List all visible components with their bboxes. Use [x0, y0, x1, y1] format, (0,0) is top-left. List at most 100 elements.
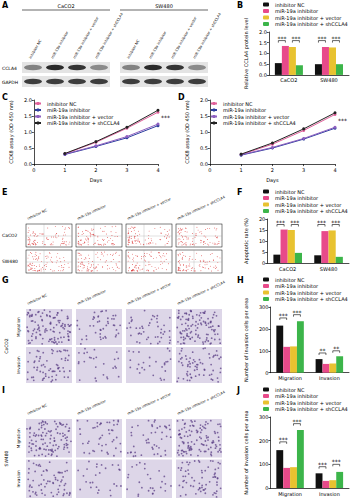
svg-text:Invasion: Invasion — [16, 470, 21, 488]
svg-text:***: *** — [161, 114, 170, 121]
svg-text:***: *** — [279, 312, 288, 319]
svg-text:inhibitor NC: inhibitor NC — [47, 101, 77, 107]
svg-text:SW480: SW480 — [155, 3, 173, 9]
svg-text:200: 200 — [259, 326, 269, 332]
svg-text:G: G — [2, 276, 9, 285]
svg-text:2.0: 2.0 — [259, 29, 267, 35]
svg-text:1.0: 1.0 — [259, 50, 267, 56]
svg-text:GAPDH: GAPDH — [2, 80, 18, 85]
svg-text:H: H — [237, 276, 244, 285]
svg-text:0: 0 — [265, 370, 268, 376]
svg-text:***: *** — [318, 461, 327, 468]
svg-text:0.5: 0.5 — [200, 145, 208, 151]
svg-text:inhibitor NC: inhibitor NC — [27, 208, 48, 221]
svg-text:Number of invasion cells per a: Number of invasion cells per area — [243, 298, 250, 382]
svg-text:miR-19a inhibitor: miR-19a inhibitor — [275, 8, 319, 14]
svg-text:inhibitor NC: inhibitor NC — [28, 39, 42, 60]
svg-text:miR-19a inhibitor + vector: miR-19a inhibitor + vector — [47, 114, 114, 120]
svg-text:CaCO2: CaCO2 — [4, 338, 9, 354]
svg-text:miR-19a inhibitor + vector: miR-19a inhibitor + vector — [275, 15, 342, 21]
svg-text:miR-19a inhibitor + vector: miR-19a inhibitor + vector — [127, 197, 172, 221]
svg-text:**: ** — [333, 345, 339, 352]
svg-text:Migration: Migration — [278, 491, 302, 498]
svg-text:I: I — [2, 386, 5, 395]
svg-text:miR-19a inhibitor + shCCLA4: miR-19a inhibitor + shCCLA4 — [177, 195, 227, 221]
svg-text:300: 300 — [259, 304, 269, 310]
svg-text:***: *** — [331, 219, 340, 226]
svg-text:miR-19a inhibitor: miR-19a inhibitor — [50, 30, 69, 59]
svg-text:miR-19a inhibitor + shCCLA4: miR-19a inhibitor + shCCLA4 — [275, 406, 348, 412]
svg-text:CaCO2: CaCO2 — [280, 77, 297, 83]
svg-text:A: A — [2, 1, 9, 10]
svg-text:2.0: 2.0 — [24, 97, 32, 103]
svg-text:Days: Days — [90, 177, 103, 184]
svg-text:miR-19a inhibitor + shCCLA4: miR-19a inhibitor + shCCLA4 — [275, 21, 348, 27]
svg-text:inhibitor NC: inhibitor NC — [223, 101, 253, 107]
svg-text:Number of invasion cells per a: Number of invasion cells per area — [243, 410, 250, 494]
svg-text:3: 3 — [302, 167, 305, 173]
svg-text:20: 20 — [259, 216, 265, 222]
svg-text:Invasion: Invasion — [16, 356, 21, 374]
svg-text:Invasion: Invasion — [319, 491, 340, 497]
svg-text:CCK8 assay (OD 450 nm): CCK8 assay (OD 450 nm) — [184, 100, 191, 163]
svg-text:D: D — [178, 93, 185, 102]
svg-text:miR-19a inhibitor + shCCLA4: miR-19a inhibitor + shCCLA4 — [177, 390, 227, 416]
svg-text:Migration: Migration — [278, 375, 302, 382]
svg-text:0.5: 0.5 — [259, 61, 267, 67]
svg-text:0.5: 0.5 — [24, 145, 32, 151]
svg-text:inhibitor NC: inhibitor NC — [275, 277, 305, 283]
svg-text:1: 1 — [63, 167, 66, 173]
svg-text:***: *** — [332, 458, 341, 465]
svg-text:200: 200 — [259, 438, 269, 444]
svg-text:0.0: 0.0 — [24, 161, 32, 167]
svg-text:Migration: Migration — [16, 317, 21, 337]
svg-text:0: 0 — [208, 167, 211, 173]
svg-text:2.0: 2.0 — [200, 97, 208, 103]
svg-text:miR-19a inhibitor + vector: miR-19a inhibitor + vector — [223, 114, 290, 120]
svg-text:Migration: Migration — [16, 428, 21, 448]
svg-text:1.5: 1.5 — [200, 113, 208, 119]
svg-text:inhibitor NC: inhibitor NC — [275, 387, 305, 393]
svg-text:4: 4 — [156, 167, 159, 173]
svg-text:100: 100 — [259, 461, 269, 467]
svg-text:inhibitor NC: inhibitor NC — [275, 2, 305, 8]
svg-text:***: *** — [292, 309, 301, 316]
svg-text:miR-19a inhibitor + shCCLA4: miR-19a inhibitor + shCCLA4 — [275, 208, 348, 214]
svg-text:1.0: 1.0 — [24, 129, 32, 135]
svg-text:miR-19a inhibitor: miR-19a inhibitor — [148, 30, 167, 59]
svg-text:4: 4 — [333, 167, 336, 173]
svg-text:***: *** — [276, 219, 285, 226]
svg-text:miR-19a inhibitor + vector: miR-19a inhibitor + vector — [127, 392, 172, 416]
svg-text:miR-19a inhibitor + shCCLA4: miR-19a inhibitor + shCCLA4 — [275, 296, 348, 302]
svg-text:miR-19a inhibitor: miR-19a inhibitor — [275, 283, 319, 289]
svg-text:***: *** — [279, 436, 288, 443]
svg-text:0: 0 — [265, 485, 268, 491]
svg-text:miR-19a inhibitor + shCCLA4: miR-19a inhibitor + shCCLA4 — [223, 120, 296, 126]
svg-text:miR-19a inhibitor: miR-19a inhibitor — [275, 195, 319, 201]
svg-text:miR-19a inhibitor: miR-19a inhibitor — [77, 289, 107, 306]
svg-text:miR-19a inhibitor + vector: miR-19a inhibitor + vector — [170, 16, 198, 60]
svg-text:CCLA4: CCLA4 — [2, 66, 17, 71]
svg-text:F: F — [237, 188, 242, 197]
svg-text:miR-19a inhibitor + shCCLA4: miR-19a inhibitor + shCCLA4 — [177, 280, 227, 306]
svg-text:inhibitor NC: inhibitor NC — [126, 39, 140, 60]
svg-text:0.0: 0.0 — [200, 161, 208, 167]
svg-text:***: *** — [290, 219, 299, 226]
svg-text:1.5: 1.5 — [24, 113, 32, 119]
svg-text:15: 15 — [259, 227, 265, 233]
svg-text:miR-19a inhibitor + vector: miR-19a inhibitor + vector — [72, 16, 100, 60]
svg-text:***: *** — [292, 418, 301, 425]
svg-text:**: ** — [319, 347, 325, 354]
svg-text:0: 0 — [262, 260, 265, 266]
svg-text:C: C — [2, 93, 8, 102]
svg-text:100: 100 — [259, 348, 269, 354]
svg-text:miR-19a inhibitor: miR-19a inhibitor — [275, 393, 319, 399]
svg-text:miR-19a inhibitor + shCCLA4: miR-19a inhibitor + shCCLA4 — [192, 12, 222, 60]
svg-text:miR-19a inhibitor: miR-19a inhibitor — [77, 204, 107, 221]
svg-text:CaCO2: CaCO2 — [2, 233, 18, 238]
svg-text:SW480: SW480 — [320, 266, 338, 272]
svg-text:0.0: 0.0 — [259, 72, 267, 78]
svg-text:***: *** — [291, 35, 300, 42]
svg-text:inhibitor NC: inhibitor NC — [275, 189, 305, 195]
svg-text:E: E — [2, 188, 7, 197]
